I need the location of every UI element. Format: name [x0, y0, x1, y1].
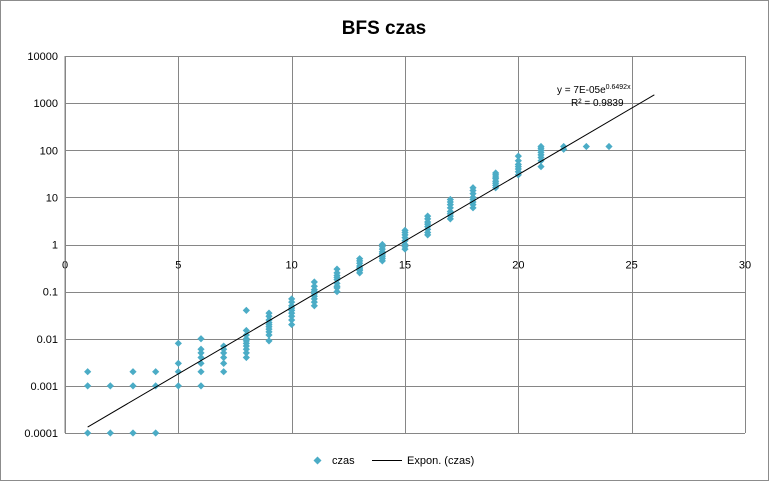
- data-point: [446, 215, 454, 223]
- data-point: [174, 368, 182, 376]
- gridlines: [65, 56, 746, 434]
- data-point: [220, 359, 228, 367]
- data-point: [242, 353, 250, 362]
- y-tick-label: 1000: [34, 98, 58, 110]
- data-point: [197, 382, 205, 390]
- x-tick-label: 5: [175, 260, 181, 272]
- trendline-formula: y = 7E-05e0.6492x: [557, 84, 631, 96]
- data-point: [84, 368, 92, 376]
- data-point: [265, 331, 273, 339]
- data-point: [288, 316, 296, 324]
- data-point: [333, 284, 341, 292]
- data-point: [174, 359, 182, 367]
- data-point: [514, 157, 522, 165]
- data-point: [220, 353, 228, 362]
- y-tick-label: 0.001: [30, 381, 58, 393]
- data-point: [220, 345, 228, 353]
- data-point: [514, 152, 522, 160]
- data-point: [310, 302, 318, 310]
- series-czas-markers: [84, 142, 613, 437]
- data-point: [129, 382, 137, 390]
- trendline-formula-base: y = 7E-05e: [557, 85, 606, 96]
- data-point: [129, 368, 137, 376]
- data-point: [174, 339, 182, 347]
- x-tick-label: 30: [739, 260, 751, 272]
- data-point: [265, 312, 273, 320]
- data-point: [537, 162, 545, 171]
- data-point: [242, 345, 250, 353]
- y-tick-label: 0.01: [37, 334, 58, 346]
- data-point: [242, 326, 250, 335]
- data-point: [333, 265, 341, 273]
- y-tick-label: 1: [52, 240, 58, 252]
- data-point: [106, 429, 114, 437]
- x-tick-label: 20: [512, 260, 524, 272]
- x-tick-label: 15: [399, 260, 411, 272]
- y-tick-label: 100: [40, 145, 58, 157]
- data-point: [469, 204, 477, 212]
- data-point: [310, 278, 318, 286]
- trendline-formula-exponent: 0.6492x: [606, 84, 631, 91]
- data-point: [220, 368, 228, 376]
- data-point: [84, 382, 92, 390]
- data-point: [152, 429, 160, 437]
- x-tick-label: 10: [286, 260, 298, 272]
- y-tick-label: 0.1: [43, 287, 58, 299]
- y-tick-label: 0.0001: [24, 428, 58, 440]
- data-point: [197, 368, 205, 376]
- data-point: [106, 382, 114, 390]
- data-point: [129, 429, 137, 437]
- legend: czas Expon. (czas): [313, 455, 474, 467]
- data-point: [84, 429, 92, 437]
- legend-marker-czas: [313, 456, 322, 465]
- y-tick-label: 10: [46, 192, 58, 204]
- y-tick-label: 10000: [27, 51, 58, 63]
- data-point: [242, 349, 250, 357]
- data-point: [220, 349, 228, 357]
- trendline-r-squared: R² = 0.9839: [571, 98, 624, 109]
- trendline-equation: y = 7E-05e0.6492x R² = 0.9839: [557, 84, 631, 109]
- data-point: [197, 335, 205, 343]
- legend-label-czas: czas: [332, 455, 355, 467]
- data-point: [605, 142, 613, 151]
- data-point: [174, 382, 182, 390]
- legend-label-trendline: Expon. (czas): [407, 455, 474, 467]
- data-point: [446, 204, 454, 212]
- exponential-trendline: [87, 94, 655, 428]
- data-point: [424, 231, 432, 239]
- x-tick-label: 25: [626, 260, 638, 272]
- y-axis-tick-labels: 0.0001 0.001 0.01 0.1 1 10 100 1000 10000: [24, 51, 58, 440]
- data-point: [242, 306, 250, 314]
- data-point: [265, 337, 273, 345]
- data-point: [197, 349, 205, 357]
- data-point: [582, 142, 590, 151]
- data-point: [356, 269, 364, 277]
- data-point: [152, 368, 160, 376]
- data-point: [288, 320, 296, 329]
- data-point: [288, 312, 296, 320]
- data-point: [310, 298, 318, 306]
- data-point: [333, 288, 341, 296]
- data-point: [378, 257, 386, 265]
- chart-title: BFS czas: [342, 18, 426, 39]
- data-point: [242, 331, 250, 339]
- data-point: [197, 345, 205, 353]
- data-point: [197, 359, 205, 367]
- data-point: [288, 298, 296, 306]
- data-point: [469, 190, 477, 198]
- data-point: [401, 245, 409, 253]
